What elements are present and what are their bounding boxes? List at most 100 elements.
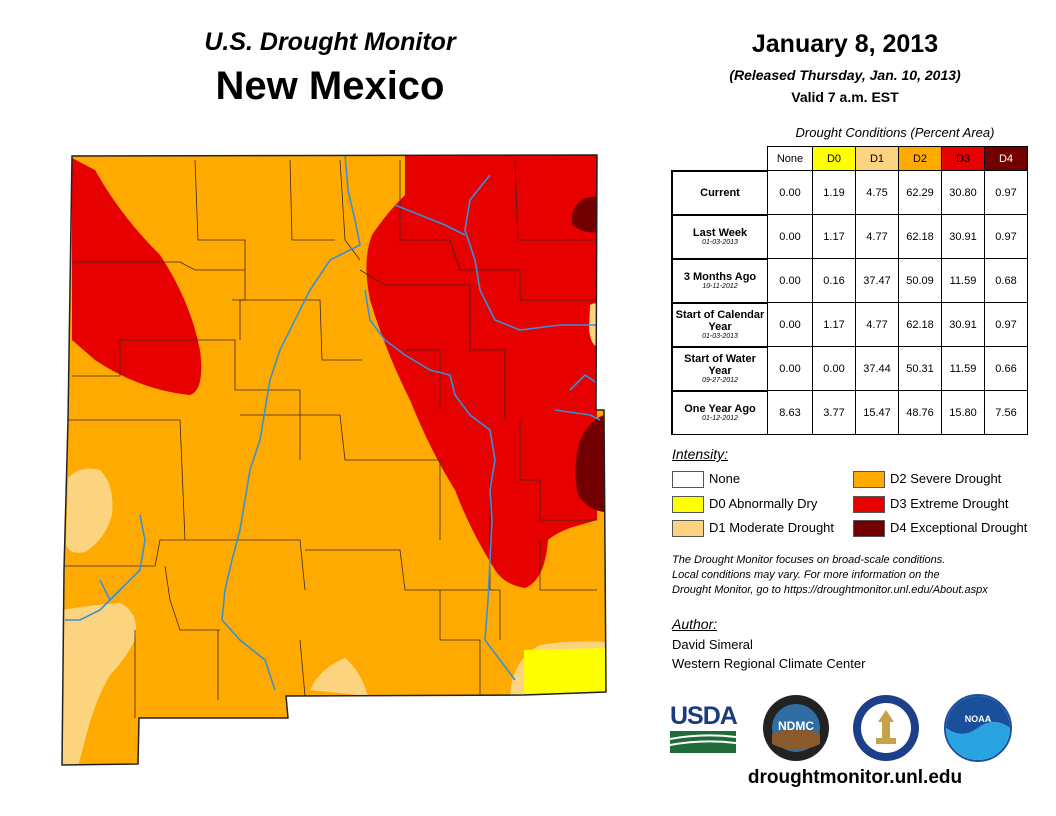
cell-value: 0.68 (984, 258, 1028, 303)
table-header-row: None D0 D1 D2 D3 D4 (672, 146, 1028, 171)
cell-value: 0.00 (767, 170, 813, 215)
legend-label: None (709, 471, 741, 486)
usda-logo: USDA (669, 702, 738, 758)
row-label-text: One Year Ago (684, 402, 756, 415)
region-d0-southeast (524, 648, 606, 694)
cell-value: 11.59 (941, 346, 985, 391)
table-title: Drought Conditions (Percent Area) (795, 125, 995, 140)
col-header-d3: D3 (941, 146, 985, 171)
valid-time: Valid 7 a.m. EST (791, 89, 899, 105)
legend-label: D0 Abnormally Dry (709, 496, 818, 511)
state-title: New Mexico (215, 64, 445, 108)
cell-value: 0.66 (984, 346, 1028, 391)
cell-value: 48.76 (898, 390, 942, 435)
row-label: 3 Months Ago 10-11-2012 (671, 257, 768, 303)
cell-value: 0.00 (767, 302, 813, 347)
cell-value: 15.80 (941, 390, 985, 435)
cell-value: 0.00 (767, 214, 813, 259)
row-label: One Year Ago 01-12-2012 (671, 389, 768, 435)
noaa-logo-text: NOAA (965, 714, 992, 724)
note-line-1: The Drought Monitor focuses on broad-sca… (672, 554, 946, 566)
legend-swatch (853, 520, 885, 537)
row-date: 01-12-2012 (702, 414, 738, 422)
new-mexico-drought-map (61, 154, 607, 766)
region-d1-west (66, 468, 113, 553)
note-line-2: Local conditions may vary. For more info… (672, 569, 940, 581)
author-org: Western Regional Climate Center (672, 656, 866, 671)
cell-value: 0.16 (812, 258, 856, 303)
author-title: Author: (672, 616, 718, 632)
cell-value: 3.77 (812, 390, 856, 435)
row-label-text: Current (700, 186, 740, 199)
cell-value: 8.63 (767, 390, 813, 435)
ndmc-logo-text: NDMC (778, 719, 814, 733)
usda-field-icon (669, 731, 737, 753)
cell-value: 62.29 (898, 170, 942, 215)
legend-label: D4 Exceptional Drought (890, 520, 1028, 535)
author-name: David Simeral (672, 637, 753, 652)
region-d4-northeast (571, 196, 597, 233)
table-corner (672, 147, 768, 171)
cell-value: 62.18 (898, 302, 942, 347)
region-d1-southwest (62, 603, 136, 765)
map-subtitle: U.S. Drought Monitor (204, 28, 456, 56)
legend-swatch (672, 471, 704, 488)
table-row: Current 0.00 1.19 4.75 62.29 30.80 0.97 (671, 169, 1028, 215)
row-label: Start of Calendar Year 01-03-2013 (671, 301, 768, 347)
legend-swatch (853, 471, 885, 488)
legend-label: D2 Severe Drought (890, 471, 1002, 486)
cell-value: 37.44 (855, 346, 899, 391)
cell-value: 0.00 (767, 346, 813, 391)
rivers (65, 155, 601, 691)
legend-swatch (672, 496, 704, 513)
legend-swatch (853, 496, 885, 513)
region-d3-northwest (72, 158, 202, 395)
state-outline (61, 154, 607, 766)
row-label-text: Start of Calendar Year (675, 308, 765, 333)
row-label-text: Last Week (692, 226, 748, 239)
cell-value: 30.91 (941, 214, 985, 259)
col-header-d4: D4 (984, 146, 1028, 171)
legend-title: Intensity: (672, 446, 729, 462)
legend-swatch (672, 520, 704, 537)
release-date: (Released Thursday, Jan. 10, 2013) (729, 67, 961, 83)
cell-value: 4.77 (855, 302, 899, 347)
cell-value: 0.97 (984, 214, 1028, 259)
table-row: 3 Months Ago 10-11-2012 0.00 0.16 37.47 50.09… (671, 257, 1028, 303)
row-date: 10-11-2012 (702, 282, 738, 290)
noaa-logo: NOAA (944, 694, 1012, 762)
website-url[interactable]: droughtmonitor.unl.edu (747, 767, 963, 788)
cell-value: 4.77 (855, 214, 899, 259)
row-label-text: 3 Months Ago (683, 270, 757, 283)
cell-value: 0.00 (767, 258, 813, 303)
table-row: Start of Calendar Year 01-03-2013 0.00 1.17… (671, 301, 1028, 347)
legend-label: D1 Moderate Drought (709, 520, 835, 535)
row-date: 01-03-2013 (702, 238, 738, 246)
table-row: Start of Water Year 09-27-2012 0.00 0.00 37.… (671, 345, 1028, 391)
cell-value: 0.97 (984, 170, 1028, 215)
cell-value: 0.00 (812, 346, 856, 391)
cell-value: 50.09 (898, 258, 942, 303)
table-row: One Year Ago 01-12-2012 8.63 3.77 15.47 48.76… (671, 389, 1028, 435)
cell-value: 37.47 (855, 258, 899, 303)
cell-value: 1.17 (812, 302, 856, 347)
map-date: January 8, 2013 (751, 30, 939, 58)
commerce-seal-logo (853, 695, 919, 761)
row-label-text: Start of Water Year (684, 352, 756, 377)
cell-value: 50.31 (898, 346, 942, 391)
cell-value: 30.80 (941, 170, 985, 215)
cell-value: 4.75 (855, 170, 899, 215)
col-header-d2: D2 (898, 146, 942, 171)
row-label: Start of Water Year 09-27-2012 (671, 345, 768, 391)
col-header-d0: D0 (812, 146, 856, 171)
cell-value: 62.18 (898, 214, 942, 259)
row-date: 01-03-2013 (702, 332, 738, 340)
region-d4-east (575, 415, 604, 512)
cell-value: 1.19 (812, 170, 856, 215)
col-header-d1: D1 (855, 146, 899, 171)
info-note: The Drought Monitor focuses on broad-sca… (672, 553, 1042, 598)
table-row: Last Week 01-03-2013 0.00 1.17 4.77 62.18 30.9… (671, 213, 1028, 259)
row-date: 09-27-2012 (702, 376, 738, 384)
cell-value: 30.91 (941, 302, 985, 347)
row-label: Current (671, 169, 768, 215)
